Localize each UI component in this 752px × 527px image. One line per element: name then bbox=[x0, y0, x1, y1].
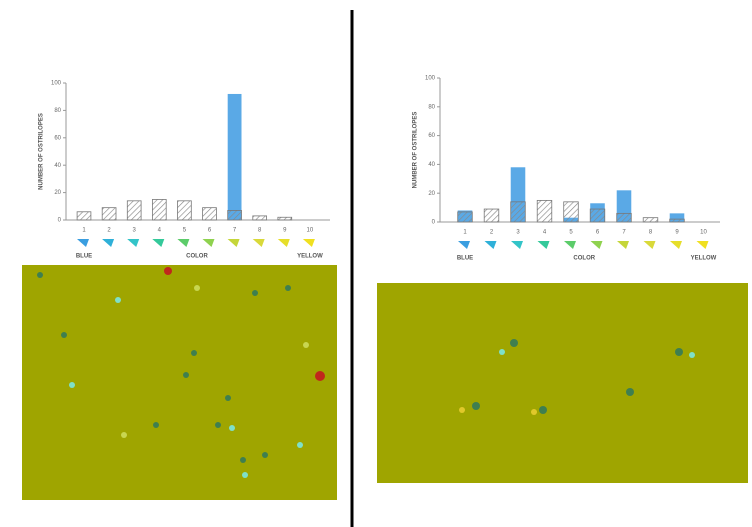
y-tick-label: 80 bbox=[428, 104, 435, 110]
color-swatch bbox=[302, 239, 315, 247]
color-swatch bbox=[177, 239, 190, 247]
color-swatch bbox=[643, 241, 656, 249]
x-tick-label: 2 bbox=[107, 228, 111, 234]
bar bbox=[563, 201, 579, 223]
x-tick-label: 3 bbox=[516, 230, 520, 236]
bar bbox=[227, 210, 242, 221]
color-swatch bbox=[696, 241, 709, 249]
x-tick-label: 4 bbox=[543, 230, 547, 236]
bar bbox=[177, 200, 192, 221]
bar bbox=[616, 212, 632, 223]
x-tick-label: 1 bbox=[463, 230, 467, 236]
color-swatch bbox=[227, 239, 240, 247]
bar bbox=[126, 200, 142, 221]
bar bbox=[642, 217, 659, 223]
x-tick-label: 5 bbox=[569, 230, 573, 236]
x-axis-label: COLOR bbox=[573, 256, 595, 262]
y-tick-label: 60 bbox=[54, 135, 61, 141]
x-tick-label: 6 bbox=[596, 230, 600, 236]
y-tick-label: 100 bbox=[425, 76, 436, 82]
color-swatch bbox=[277, 239, 290, 247]
y-tick-label: 80 bbox=[54, 108, 61, 114]
y-tick-label: 40 bbox=[54, 163, 61, 169]
bar bbox=[76, 211, 92, 221]
x-axis-label: COLOR bbox=[186, 254, 208, 260]
x-tick-label: 6 bbox=[208, 228, 212, 234]
x-tick-label: 10 bbox=[700, 230, 707, 236]
y-tick-label: 20 bbox=[54, 190, 61, 196]
bar bbox=[227, 93, 242, 220]
bar bbox=[669, 213, 685, 222]
x-tick-label: 10 bbox=[307, 228, 314, 234]
color-swatch bbox=[127, 239, 140, 247]
color-swatch bbox=[152, 239, 165, 247]
x-tick-label: 1 bbox=[82, 228, 86, 234]
x-tick-label: 8 bbox=[258, 228, 262, 234]
bar bbox=[151, 199, 167, 221]
x-tick-label: 7 bbox=[233, 228, 237, 234]
x-tick-label: 7 bbox=[622, 230, 626, 236]
color-swatch bbox=[102, 239, 115, 247]
color-swatch bbox=[202, 239, 215, 247]
bar bbox=[536, 199, 553, 223]
color-swatch bbox=[670, 241, 682, 249]
bar bbox=[589, 208, 606, 223]
color-swatch bbox=[511, 241, 523, 249]
x-tick-label: 9 bbox=[283, 228, 287, 234]
x-tick-label: 4 bbox=[158, 228, 162, 234]
bar bbox=[483, 208, 500, 223]
y-tick-label: 0 bbox=[58, 218, 62, 224]
color-swatch bbox=[564, 241, 576, 249]
bar bbox=[252, 215, 268, 221]
color-swatch bbox=[458, 241, 470, 249]
bar bbox=[457, 211, 473, 223]
right-label: YELLOW bbox=[297, 254, 323, 260]
x-tick-label: 3 bbox=[133, 228, 137, 234]
bar bbox=[202, 207, 217, 221]
color-swatch bbox=[590, 241, 603, 249]
field-right bbox=[377, 283, 748, 483]
right-label: YELLOW bbox=[691, 256, 717, 262]
x-tick-label: 2 bbox=[490, 230, 494, 236]
bar bbox=[669, 218, 685, 223]
color-swatch bbox=[537, 241, 550, 249]
y-tick-label: 20 bbox=[428, 191, 435, 197]
y-axis-label: NUMBER OF OSTRILOPES bbox=[39, 113, 45, 190]
left-label: BLUE bbox=[76, 254, 92, 260]
field-left bbox=[22, 265, 337, 500]
x-tick-label: 5 bbox=[183, 228, 187, 234]
y-tick-label: 0 bbox=[432, 220, 436, 226]
bar bbox=[510, 201, 526, 223]
color-swatch bbox=[484, 241, 497, 249]
y-tick-label: 100 bbox=[51, 81, 62, 87]
color-swatch bbox=[617, 241, 629, 249]
bar bbox=[101, 207, 117, 221]
x-tick-label: 9 bbox=[675, 230, 679, 236]
left-label: BLUE bbox=[457, 256, 473, 262]
y-tick-label: 40 bbox=[428, 162, 435, 168]
y-tick-label: 60 bbox=[428, 133, 435, 139]
x-tick-label: 8 bbox=[649, 230, 653, 236]
bar bbox=[277, 216, 293, 221]
y-axis-label: NUMBER OF OSTRILOPES bbox=[413, 112, 419, 189]
color-swatch bbox=[77, 239, 89, 247]
color-swatch bbox=[252, 239, 265, 247]
